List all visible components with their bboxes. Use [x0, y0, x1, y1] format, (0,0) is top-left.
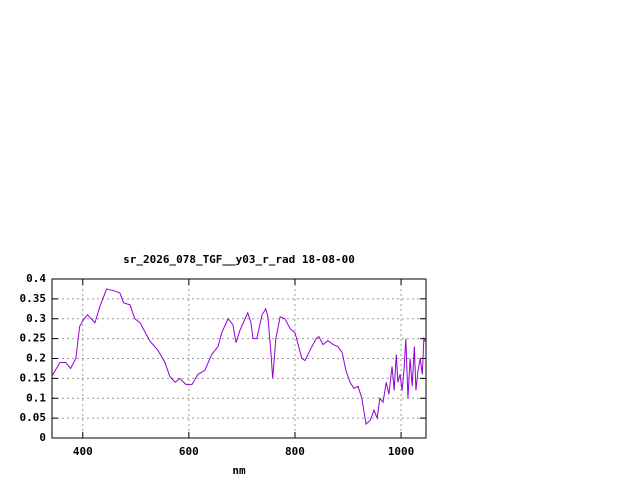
- y-tick-label: 0.35: [20, 292, 47, 305]
- x-tick-label: 800: [285, 445, 305, 458]
- y-tick-label: 0.1: [26, 391, 46, 404]
- x-tick-label: 1000: [388, 445, 415, 458]
- data-line: [51, 288, 427, 426]
- y-tick-label: 0.3: [26, 312, 46, 325]
- y-tick-label: 0.25: [20, 332, 47, 345]
- y-tick-label: 0: [39, 431, 46, 444]
- plot-frame: [51, 278, 427, 439]
- x-tick-label: 600: [179, 445, 199, 458]
- x-tick-label: 400: [73, 445, 93, 458]
- y-tick-label: 0.15: [20, 371, 47, 384]
- chart-title: sr_2026_078_TGF__y03_r_rad 18-08-00: [123, 253, 355, 266]
- y-tick-label: 0.2: [26, 352, 46, 365]
- y-tick-label: 0.4: [26, 272, 46, 285]
- y-tick-label: 0.05: [20, 411, 47, 424]
- x-axis-label: nm: [232, 464, 246, 477]
